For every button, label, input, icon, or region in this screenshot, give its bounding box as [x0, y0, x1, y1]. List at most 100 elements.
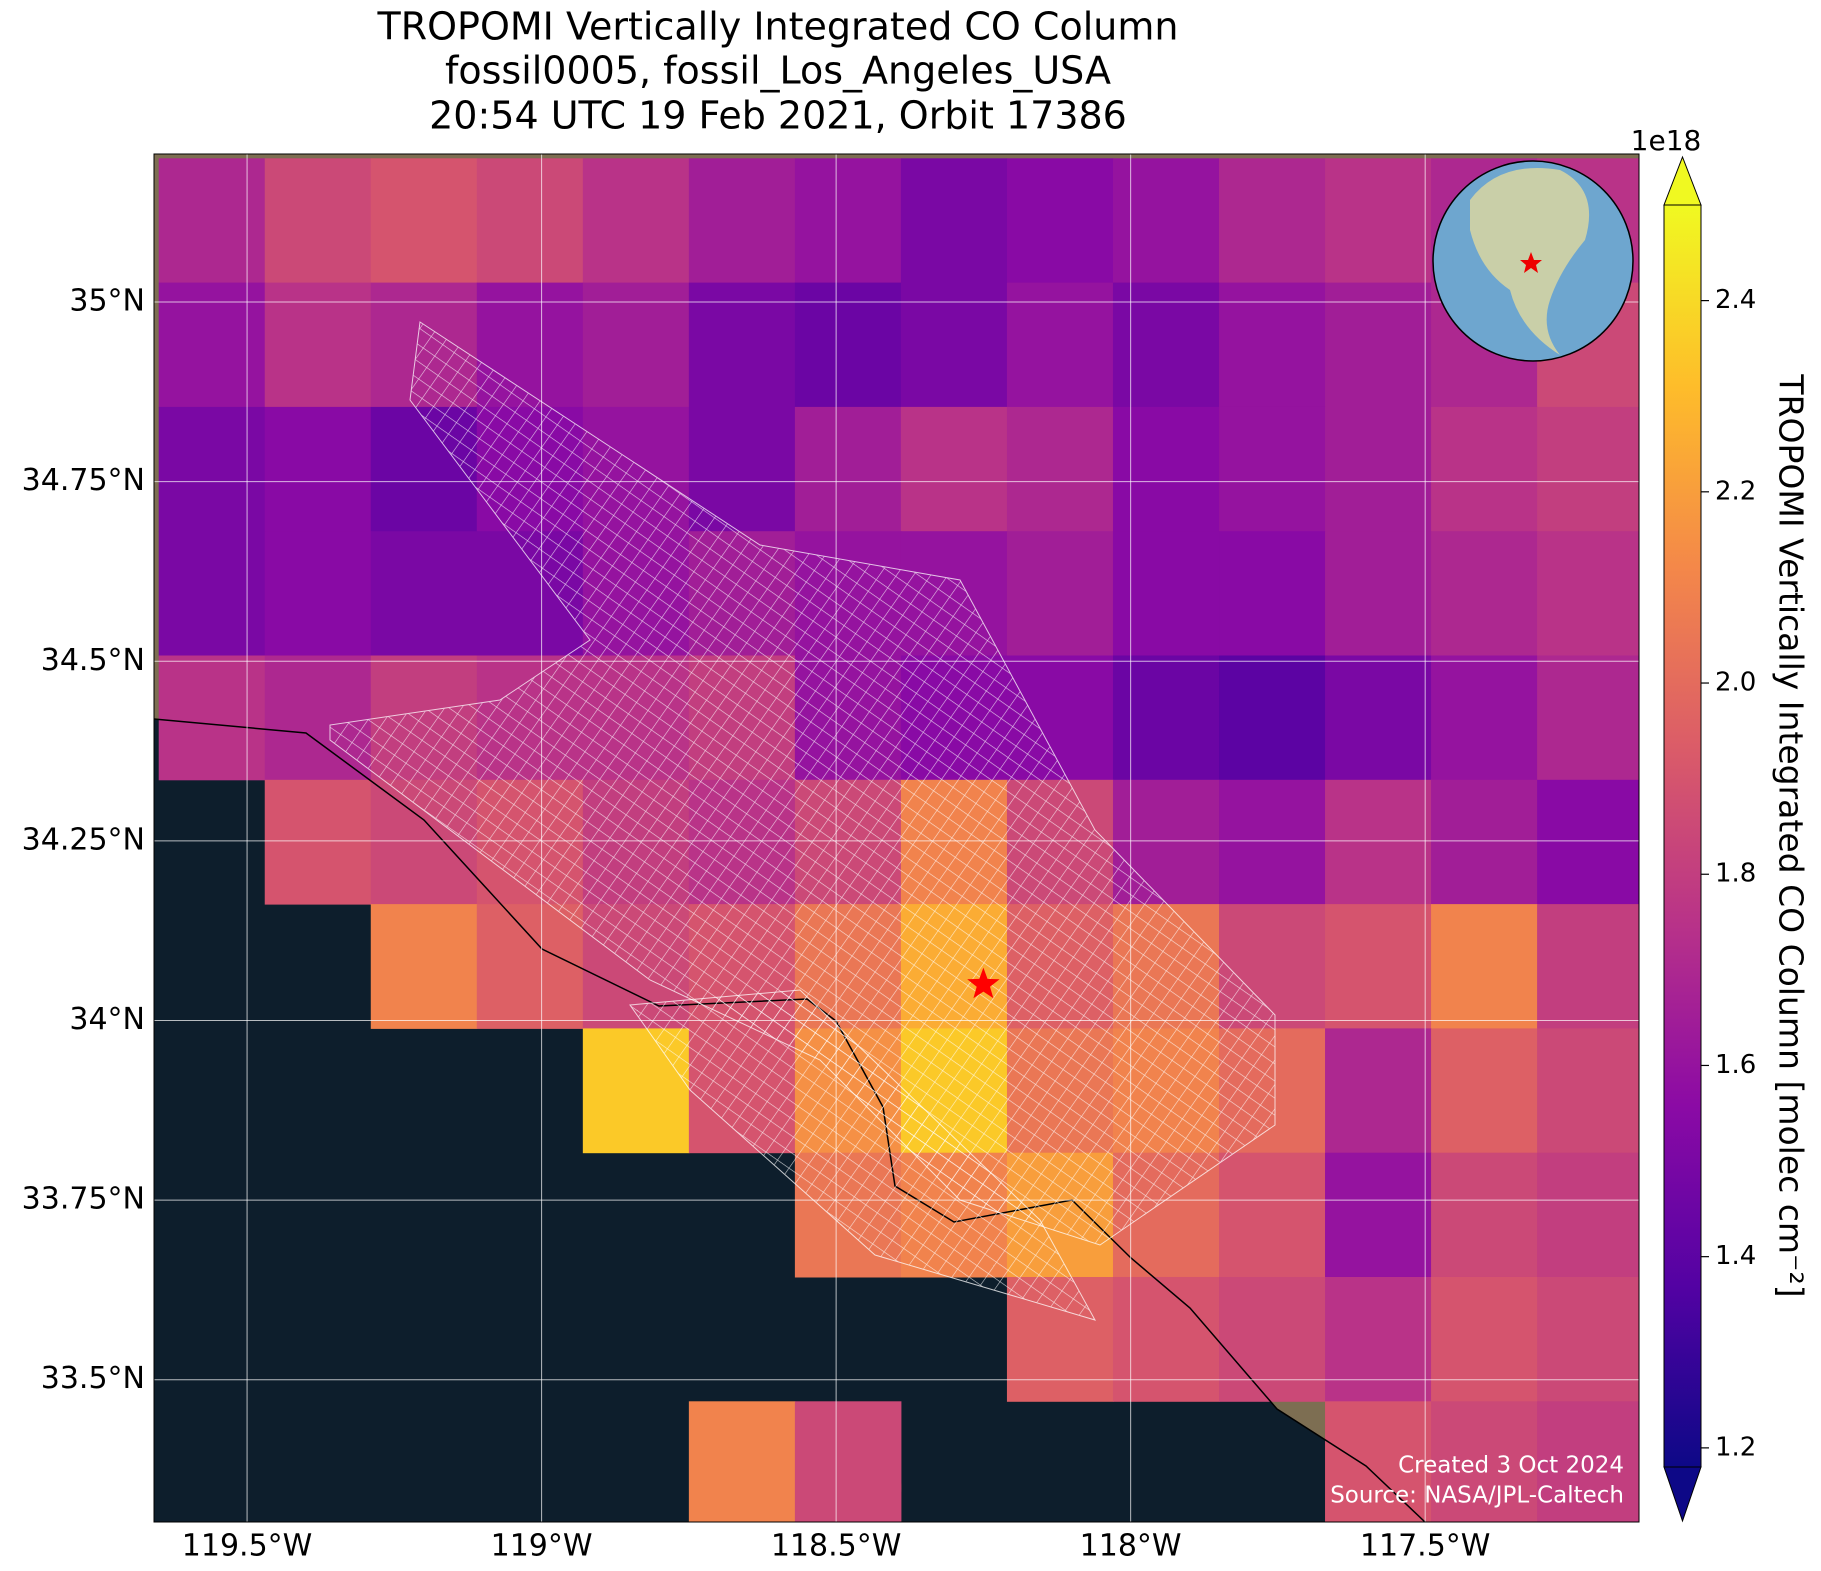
grid-cell [794, 1401, 902, 1522]
grid-cell [1325, 282, 1432, 408]
grid-cell [1219, 779, 1326, 905]
grid-cell [1537, 531, 1639, 657]
grid-cell [264, 282, 372, 408]
grid-cell [900, 406, 1008, 532]
grid-cell [688, 158, 796, 284]
grid-cell [1537, 904, 1639, 1029]
grid [154, 154, 1639, 1522]
grid-cell [794, 282, 902, 408]
grid-cell [1219, 1276, 1326, 1402]
grid-cell [1537, 1276, 1639, 1402]
title-line: fossil0005, fossil_Los_Angeles_USA [445, 49, 1111, 93]
footprint [629, 989, 1097, 1321]
y-tick-label: 35°N [69, 284, 145, 319]
x-tick-label: 119°W [491, 1529, 593, 1564]
grid-cell [1431, 531, 1538, 657]
grid-cell [1431, 406, 1538, 532]
grid-cell [1431, 1276, 1538, 1402]
grid-cell [1112, 531, 1220, 657]
grid-cell [1537, 406, 1639, 532]
colorbar-label: TROPOMI Vertically Integrated CO Column … [1772, 373, 1811, 1297]
grid-cell [1325, 406, 1432, 532]
colorbar-tick-label: 1.2 [1715, 1432, 1756, 1462]
grid-cell [688, 1401, 796, 1522]
grid-cell [264, 531, 372, 657]
colorbar-frame [1663, 204, 1702, 1468]
grid-cell [1431, 1152, 1538, 1278]
grid-cell [1219, 282, 1326, 408]
grid-cell [582, 282, 690, 408]
grid-cell [158, 158, 266, 284]
grid-cell [1325, 1276, 1432, 1402]
x-tick-label: 118°W [1080, 1529, 1182, 1564]
colorbar-extend [1663, 1466, 1702, 1523]
y-tick-label: 34.25°N [22, 822, 145, 857]
grid-cell [476, 158, 584, 284]
grid-cell [370, 158, 478, 284]
grid-cell [158, 282, 266, 408]
grid-cell [794, 406, 902, 532]
title-line: 20:54 UTC 19 Feb 2021, Orbit 17386 [429, 94, 1127, 138]
grid-cell [1325, 1152, 1432, 1278]
colorbar-tick-label: 1.6 [1715, 1050, 1756, 1080]
grid-cell [1537, 1401, 1639, 1522]
grid-cell [1112, 655, 1220, 781]
grid-cell [1431, 1401, 1538, 1522]
grid-cell [264, 158, 372, 284]
grid-cell [1325, 1401, 1432, 1522]
grid-cell [1006, 531, 1114, 657]
grid-cell [1325, 904, 1432, 1029]
x-tick-label: 117.5°W [1360, 1529, 1491, 1564]
plot-frame [153, 153, 1640, 1523]
grid-cell [794, 158, 902, 284]
y-tick-label: 34.75°N [22, 463, 145, 498]
grid-cell [1219, 531, 1326, 657]
y-tick-label: 33.5°N [41, 1361, 145, 1396]
grid-cell [1112, 158, 1220, 284]
grid-cell [688, 282, 796, 408]
grid-cell [476, 904, 584, 1029]
grid-cell [158, 531, 266, 657]
grid-cell [1219, 1152, 1326, 1278]
grid-cell [1431, 655, 1538, 781]
grid-cell [1112, 1276, 1220, 1402]
globe-inset [1432, 160, 1634, 362]
grid-cell [1325, 655, 1432, 781]
x-tick-label: 118.5°W [771, 1529, 902, 1564]
grid-cell [1219, 406, 1326, 532]
colorbar-offset: 1e18 [1631, 124, 1702, 157]
grid-cell [264, 406, 372, 532]
x-tick-label: 119.5°W [182, 1529, 313, 1564]
grid-cell [900, 282, 1008, 408]
grid-cell [1431, 779, 1538, 905]
grid-cell [1219, 655, 1326, 781]
grid-cell [158, 406, 266, 532]
colorbar-tick-label: 2.2 [1715, 476, 1756, 506]
grid-cell [1112, 282, 1220, 408]
grid-cell [1537, 779, 1639, 905]
grid-cell [1537, 1028, 1639, 1154]
grid-cell [1219, 158, 1326, 284]
colorbar-tick-label: 2.4 [1715, 285, 1756, 315]
annotation: Created 3 Oct 2024 [1398, 1453, 1624, 1479]
grid-cell [1325, 779, 1432, 905]
map-area: Created 3 Oct 2024 Source: NASA/JPL-Calt… [154, 154, 1639, 1522]
colorbar-tick-label: 2.0 [1715, 668, 1756, 698]
colorbar-tick-label: 1.8 [1715, 859, 1756, 889]
title-line: TROPOMI Vertically Integrated CO Column [377, 5, 1179, 49]
grid-cell [1006, 158, 1114, 284]
grid-cell [1537, 655, 1639, 781]
colorbar-extend [1663, 155, 1702, 206]
colorbar-tick-label: 1.4 [1715, 1241, 1756, 1271]
grid-cell [158, 655, 266, 781]
grid-cell [900, 158, 1008, 284]
site-marker [967, 967, 1000, 999]
grid-cell [1431, 1028, 1538, 1154]
grid-cell [1006, 282, 1114, 408]
grid-cell [1325, 1028, 1432, 1154]
grid-cell [582, 158, 690, 284]
y-tick-label: 34.5°N [41, 643, 145, 678]
y-tick-label: 34°N [69, 1002, 145, 1037]
